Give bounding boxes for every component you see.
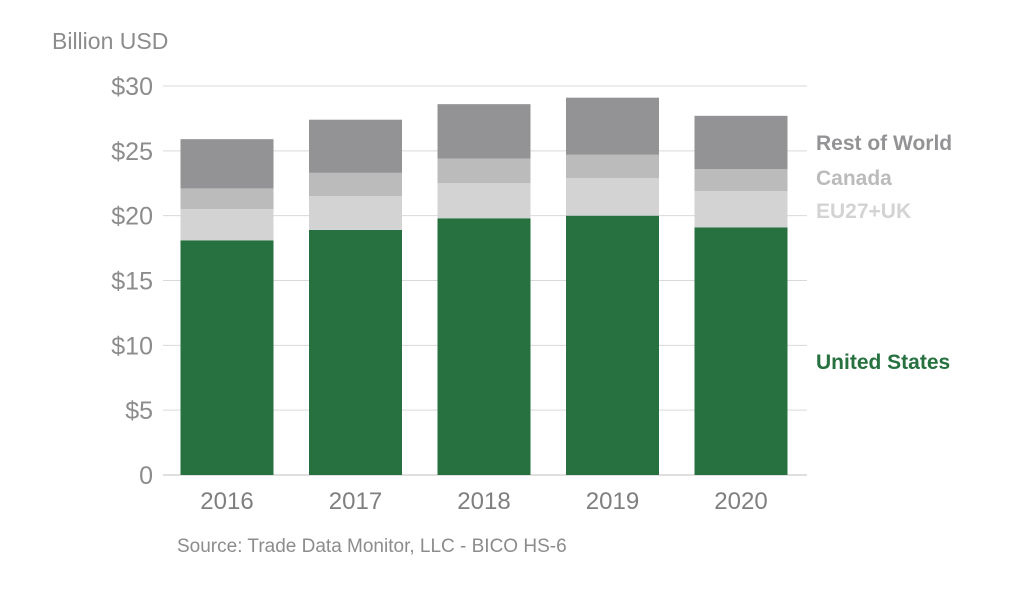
bar-united-states-2020 xyxy=(694,227,788,475)
bar-rest-of-world-2016 xyxy=(180,139,274,189)
source-note: Source: Trade Data Monitor, LLC - BICO H… xyxy=(177,536,567,557)
bar-eu27-uk-2020 xyxy=(694,191,788,228)
x-tick-label: 2019 xyxy=(586,488,639,515)
y-axis-ticks: 0 $5 $10 $15 $20 $25 $30 xyxy=(111,73,153,490)
bar-eu27-uk-2017 xyxy=(309,196,402,230)
bar-canada-2018 xyxy=(437,158,531,184)
bar-eu27-uk-2019 xyxy=(566,178,659,216)
y-tick-label: 0 xyxy=(139,462,153,490)
legend-canada: Canada xyxy=(816,167,892,190)
bar-united-states-2016 xyxy=(180,240,274,475)
x-tick-label: 2020 xyxy=(714,488,767,515)
legend-rest-of-world: Rest of World xyxy=(816,132,952,155)
bar-eu27-uk-2018 xyxy=(437,183,531,219)
y-tick-label: $25 xyxy=(111,138,153,166)
legend: United States EU27+UK Canada Rest of World xyxy=(816,132,952,374)
bar-united-states-2017 xyxy=(309,229,402,475)
bars-group xyxy=(180,97,788,475)
bar-rest-of-world-2020 xyxy=(694,115,788,169)
bar-eu27-uk-2016 xyxy=(180,209,274,241)
y-tick-label: $5 xyxy=(125,397,153,425)
bar-canada-2016 xyxy=(180,188,274,210)
bar-rest-of-world-2018 xyxy=(437,104,531,159)
legend-eu27-uk: EU27+UK xyxy=(816,200,911,223)
bar-rest-of-world-2019 xyxy=(566,97,659,155)
bar-united-states-2018 xyxy=(437,218,531,475)
bar-canada-2019 xyxy=(566,154,659,179)
x-tick-label: 2016 xyxy=(200,488,253,515)
y-tick-label: $10 xyxy=(111,332,153,360)
legend-united-states: United States xyxy=(816,351,950,374)
bar-rest-of-world-2017 xyxy=(309,119,402,173)
y-axis-unit-label: Billion USD xyxy=(52,28,169,54)
y-tick-label: $15 xyxy=(111,268,153,296)
bar-united-states-2019 xyxy=(566,215,659,475)
x-tick-label: 2017 xyxy=(329,488,382,515)
x-tick-label: 2018 xyxy=(457,488,510,515)
bar-canada-2020 xyxy=(694,168,788,192)
y-tick-label: $30 xyxy=(111,73,153,101)
y-tick-label: $20 xyxy=(111,203,153,231)
x-axis-ticks: 2016 2017 2018 2019 2020 xyxy=(200,488,767,515)
bar-canada-2017 xyxy=(309,172,402,197)
